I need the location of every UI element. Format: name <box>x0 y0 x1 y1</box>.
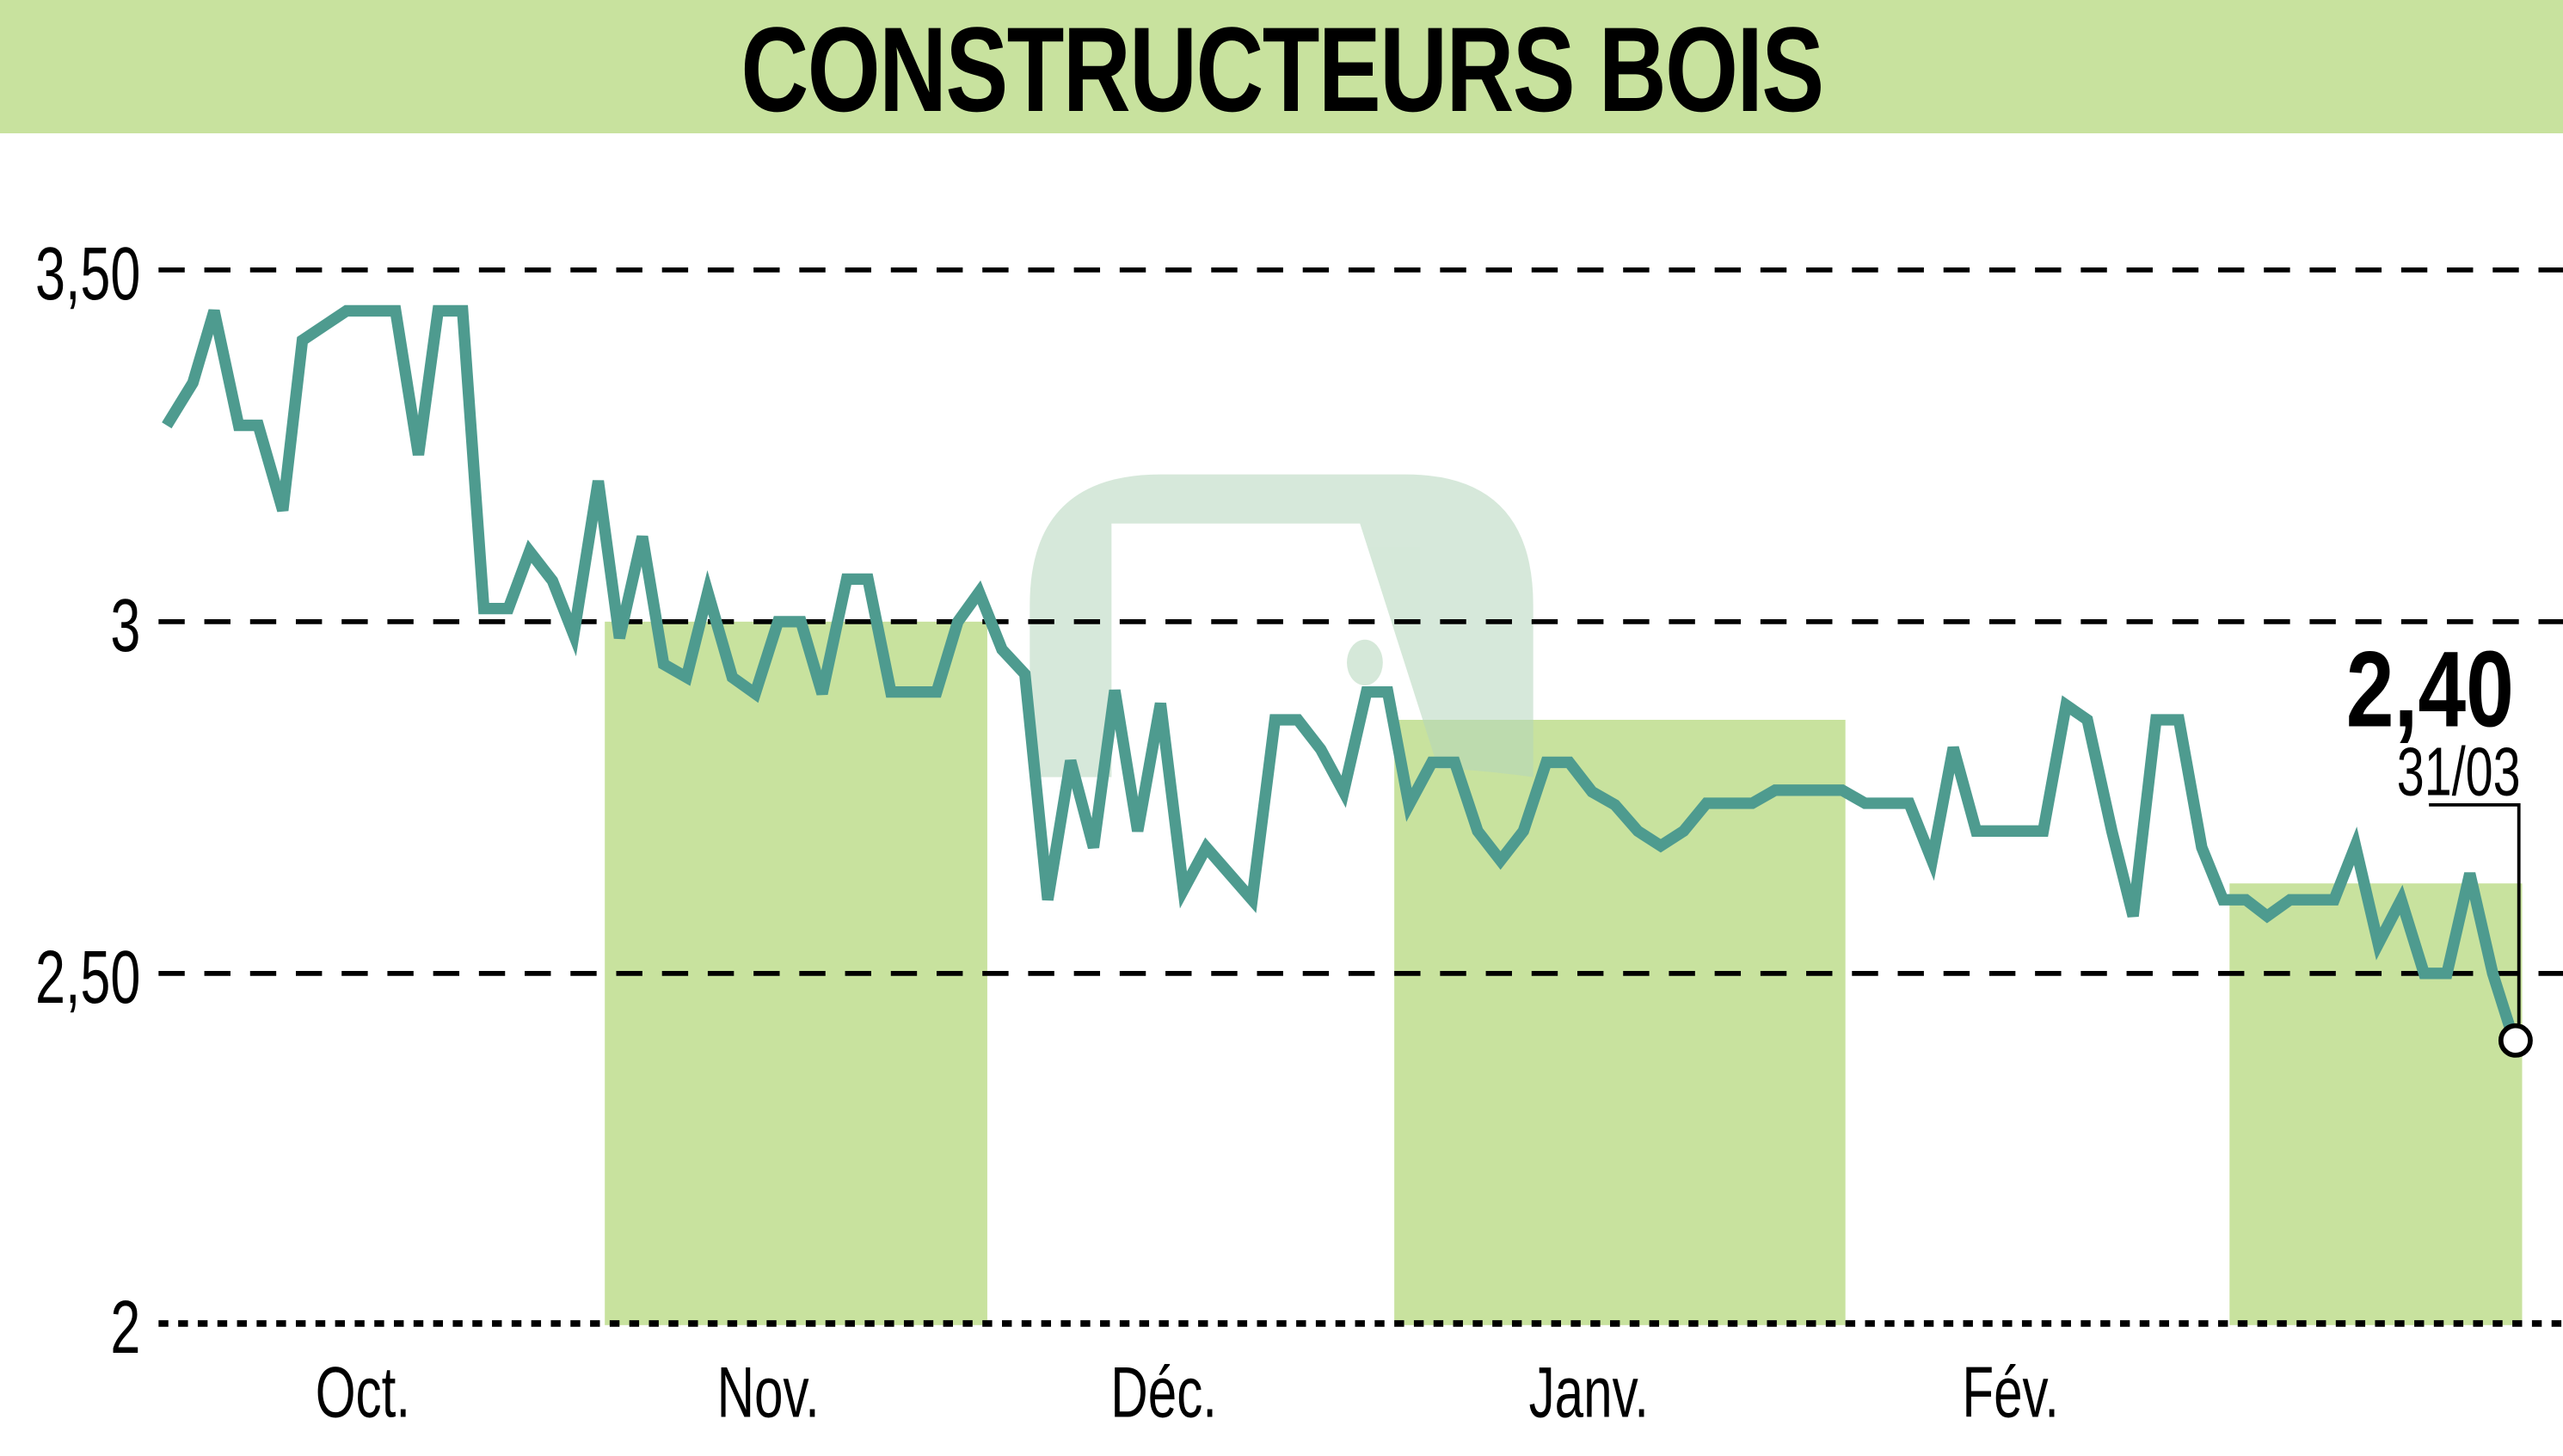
x-tick-label: Fév. <box>1962 1353 2059 1433</box>
last-value-callout: 2,40 31/03 <box>2346 630 2533 1058</box>
title-bar: CONSTRUCTEURS BOIS <box>0 0 2563 133</box>
month-bands <box>605 621 2523 1325</box>
last-point-marker <box>2498 1023 2533 1058</box>
y-tick-label: 3 <box>110 584 140 668</box>
grid-lines <box>158 267 2563 976</box>
x-axis: Oct. Nov. Déc. Janv. Fév. <box>316 1353 2059 1433</box>
x-tick-label: Déc. <box>1110 1353 1217 1433</box>
last-date: 31/03 <box>2397 733 2521 810</box>
last-value: 2,40 <box>2346 630 2514 750</box>
chart-title: CONSTRUCTEURS BOIS <box>740 1 1824 137</box>
x-tick-label: Janv. <box>1529 1353 1649 1433</box>
watermark-logo-icon <box>1030 474 1533 777</box>
x-tick-label: Nov. <box>717 1353 820 1433</box>
y-axis: 3,50 3 2,50 2 <box>35 232 140 1370</box>
callout-leader-line <box>2429 803 2521 1024</box>
y-tick-label: 2,50 <box>35 936 140 1020</box>
y-tick-label: 3,50 <box>35 232 140 316</box>
price-line <box>162 304 2520 1042</box>
x-tick-label: Oct. <box>316 1353 410 1433</box>
y-tick-label: 2 <box>110 1286 140 1370</box>
